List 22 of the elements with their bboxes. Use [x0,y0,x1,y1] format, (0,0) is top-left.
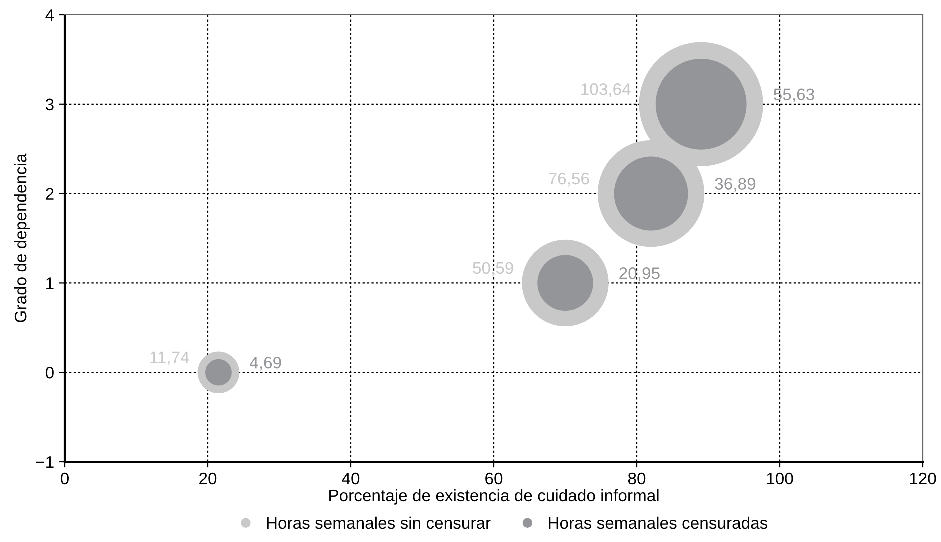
data-label: 20,95 [620,268,660,282]
data-label: 36,89 [715,178,756,192]
y-axis-title: Grado de dependencia [14,154,30,322]
y-tick-label: 4 [46,10,54,22]
x-tick-label: 0 [61,472,69,485]
y-tick-label: 2 [46,188,54,200]
x-tick-label: 120 [910,472,936,485]
x-axis-title: Porcentaje de existencia de cuidado informal [330,489,659,505]
data-label: 55,63 [774,88,814,103]
x-tick-label: 80 [628,472,646,485]
data-label: 50,59 [473,262,514,276]
x-tick-label: 60 [486,472,503,485]
x-tick-label: 20 [200,472,217,485]
y-tick-label: 1 [46,278,54,290]
legend-label: Horas semanales censuradas [549,516,768,530]
x-tick-label: 100 [767,472,794,485]
y-tick-label: 0 [46,367,54,379]
y-tick-label: −1 [36,456,54,468]
legend-label: Horas semanales sin censurar [267,516,491,530]
data-label: 4,69 [250,356,282,371]
x-tick-label: 40 [342,472,360,485]
y-tick-label: 3 [46,98,54,111]
